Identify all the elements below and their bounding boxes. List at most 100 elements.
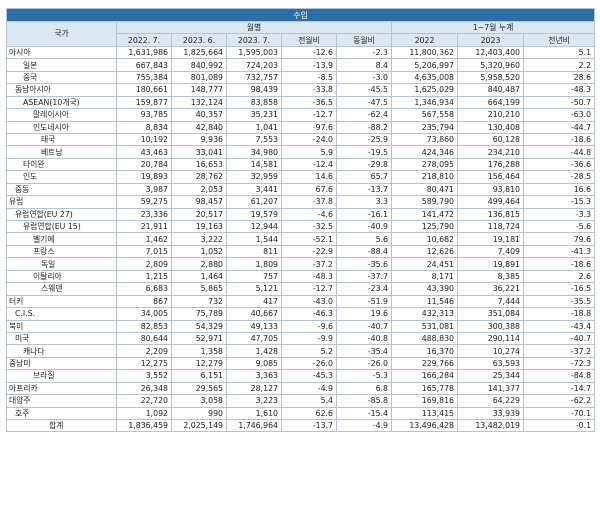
value-cell: 5.9 (281, 145, 337, 159)
value-cell: 176,288 (457, 157, 524, 172)
value-cell: 1,625,029 (391, 83, 458, 97)
value-cell: 20,517 (171, 207, 227, 222)
value-cell: 7,553 (226, 132, 282, 147)
value-cell: 8.4 (336, 58, 392, 72)
value-cell: 73,860 (391, 132, 458, 147)
country-name-cell: 중동 (6, 182, 117, 197)
value-cell: 16,370 (391, 344, 458, 358)
value-cell: -12.7 (281, 282, 337, 296)
value-cell: 1,428 (226, 344, 282, 358)
value-cell: -14.7 (522, 381, 596, 396)
value-cell: 351,084 (457, 307, 524, 321)
value-cell: 82,853 (116, 319, 172, 333)
value-cell: -5.6 (522, 219, 596, 234)
value-cell: -43.0 (281, 294, 337, 309)
value-cell: 724,203 (226, 58, 282, 72)
value-cell: 34,005 (116, 307, 172, 321)
value-cell: 1,464 (171, 269, 227, 284)
table-row: 아시아 1,631,986 1,825,664 1,595,003 -12.6 -2.3 1… (6, 45, 596, 60)
value-cell: 62.6 (281, 406, 337, 421)
value-cell: 12,403,400 (457, 45, 524, 60)
value-cell: 1,595,003 (226, 45, 282, 60)
value-cell: -40.9 (336, 219, 392, 234)
value-cell: 840,487 (457, 83, 524, 97)
value-cell: -63.0 (522, 108, 596, 122)
table-row: 유럽연합(EU 15) 21,911 19,163 12,944 -32.5 -40.9 1… (6, 219, 596, 234)
value-cell: 43,463 (116, 145, 172, 159)
value-cell: 23,336 (116, 207, 172, 222)
import-table-container: 수입 국가 월별 1~7월 누계 2022. 7. 2023. 6. 2023. 7… (5, 8, 596, 433)
country-name-cell: 말레이시아 (6, 108, 117, 122)
value-cell: 2.2 (522, 58, 596, 72)
value-cell: 840,992 (171, 58, 227, 72)
value-cell: 28.6 (522, 70, 596, 85)
table-row: 동남아시아 180,661 148,777 98,439 -33.8 -45.5 1,625… (6, 83, 596, 97)
value-cell: 148,777 (171, 83, 227, 97)
value-cell: -15.4 (336, 406, 392, 421)
value-cell: 22,720 (116, 394, 172, 408)
value-cell: 5,206,997 (391, 58, 458, 72)
value-cell: -12.6 (281, 45, 337, 60)
column-header: 2023. 7. (226, 33, 282, 47)
value-cell: 11,800,362 (391, 45, 458, 60)
value-cell: 732 (171, 294, 227, 309)
value-cell: -40.8 (336, 331, 392, 346)
column-header: 전월비 (281, 33, 337, 47)
value-cell: 589,790 (391, 195, 458, 209)
table-row: 이탈리아 1,215 1,464 757 -48.3 -37.7 8,171 8,385 2.6 (6, 269, 596, 284)
value-cell: 13,482,019 (457, 418, 524, 433)
value-cell: -47.5 (336, 95, 392, 110)
value-cell: -37.2 (522, 344, 596, 358)
value-cell: 1,746,964 (226, 418, 282, 433)
value-cell: 3,987 (116, 182, 172, 197)
country-name-cell: 인도 (6, 170, 117, 184)
value-cell: 2,025,149 (171, 418, 227, 433)
value-cell: -4.6 (281, 207, 337, 222)
value-cell: -85.8 (336, 394, 392, 408)
value-cell: -29.8 (336, 157, 392, 172)
value-cell: 40,357 (171, 108, 227, 122)
value-cell: 10,682 (391, 232, 458, 246)
value-cell: 166,284 (391, 369, 458, 383)
value-cell: 732,757 (226, 70, 282, 85)
value-cell: 79.6 (522, 232, 596, 246)
value-cell: 1,092 (116, 406, 172, 421)
table-row: 인도 19,893 28,762 32,959 14.6 65.7 218,810 156,4… (6, 170, 596, 184)
value-cell: -37.7 (336, 269, 392, 284)
value-cell: -18.6 (522, 257, 596, 271)
value-cell: -36.5 (281, 95, 337, 110)
value-cell: -3.3 (522, 207, 596, 222)
value-cell: -18.8 (522, 307, 596, 321)
table-row: 중국 755,384 801,089 732,757 -8.5 -3.0 4,635,008… (6, 70, 596, 85)
table-row: 유럽 59,275 98,457 61,207 -37.8 3.3 589,790 499,4… (6, 195, 596, 209)
column-header: 2022. 7. (116, 33, 172, 47)
value-cell: 12,944 (226, 219, 282, 234)
value-cell: -13.7 (336, 182, 392, 197)
value-cell: 26,348 (116, 381, 172, 396)
value-cell: -23.4 (336, 282, 392, 296)
value-cell: 19,891 (457, 257, 524, 271)
value-cell: -44.7 (522, 120, 596, 134)
value-cell: 12,626 (391, 244, 458, 259)
value-cell: -2.3 (336, 45, 392, 60)
value-cell: 3,441 (226, 182, 282, 197)
value-cell: 20,784 (116, 157, 172, 172)
value-cell: 61,207 (226, 195, 282, 209)
value-cell: 488,830 (391, 331, 458, 346)
value-cell: 9,085 (226, 356, 282, 371)
value-cell: 218,810 (391, 170, 458, 184)
table-row: 유럽연합(EU 27) 23,336 20,517 19,579 -4.6 -16.1 14… (6, 207, 596, 222)
value-cell: -48.3 (281, 269, 337, 284)
value-cell: -4.9 (336, 418, 392, 433)
table-row: 호주 1,092 990 1,610 62.6 -15.4 113,415 33,939 -70… (6, 406, 596, 421)
value-cell: 3,223 (226, 394, 282, 408)
value-cell: -62.2 (522, 394, 596, 408)
value-cell: 32,959 (226, 170, 282, 184)
value-cell: 432,313 (391, 307, 458, 321)
value-cell: 2,053 (171, 182, 227, 197)
country-name-cell: 대양주 (6, 394, 117, 408)
value-cell: 28,127 (226, 381, 282, 396)
value-cell: 1,462 (116, 232, 172, 246)
value-cell: 16.6 (522, 182, 596, 197)
value-cell: -26.0 (336, 356, 392, 371)
